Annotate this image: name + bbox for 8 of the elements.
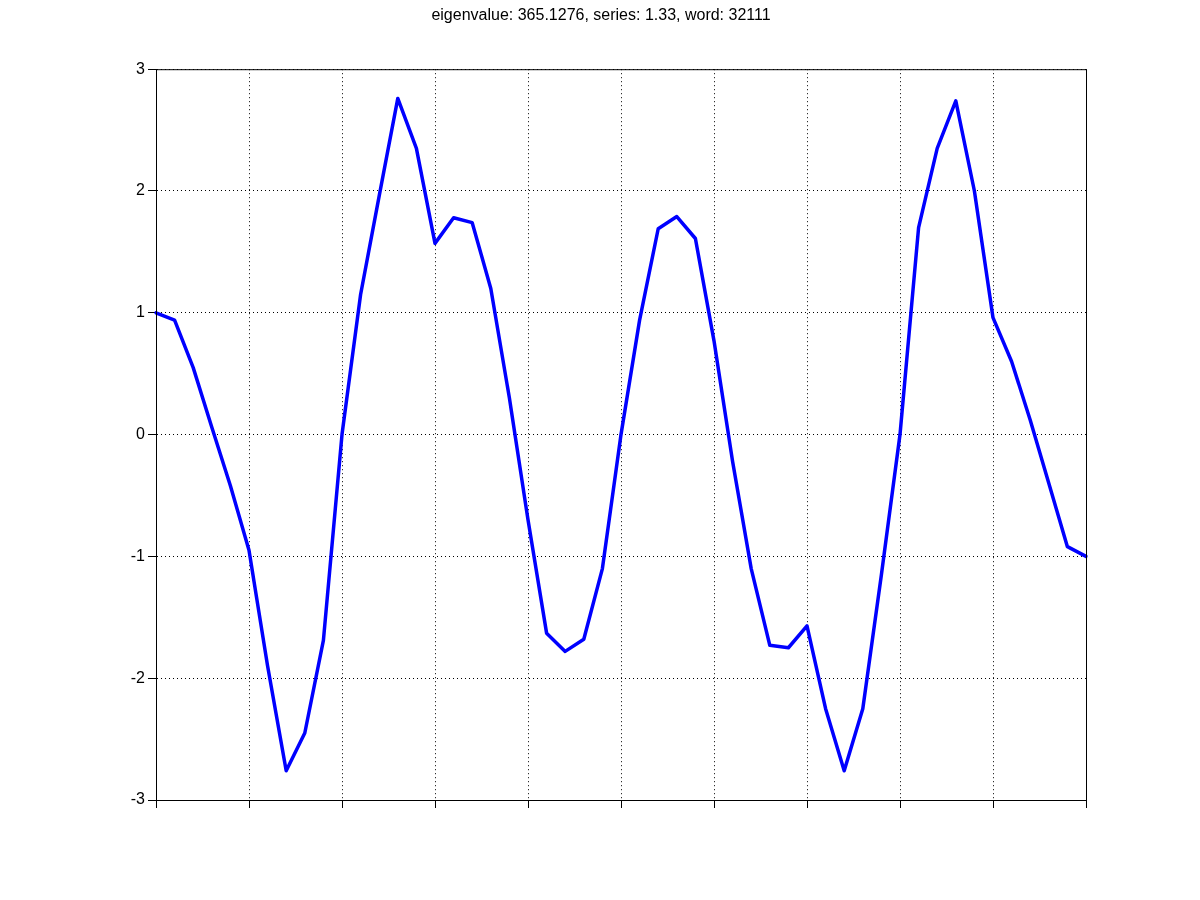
y-tick-label: 3 [136,59,146,77]
y-tick-label: -2 [130,668,146,686]
y-tick-label: 0 [136,425,146,443]
y-tick-label: -3 [130,790,146,808]
y-tick-label: 2 [136,181,146,199]
y-tick-label: 1 [136,303,146,321]
y-tick-label: -1 [130,546,146,564]
chart-title: eigenvalue: 365.1276, series: 1.33, word: 32111 [431,6,771,24]
